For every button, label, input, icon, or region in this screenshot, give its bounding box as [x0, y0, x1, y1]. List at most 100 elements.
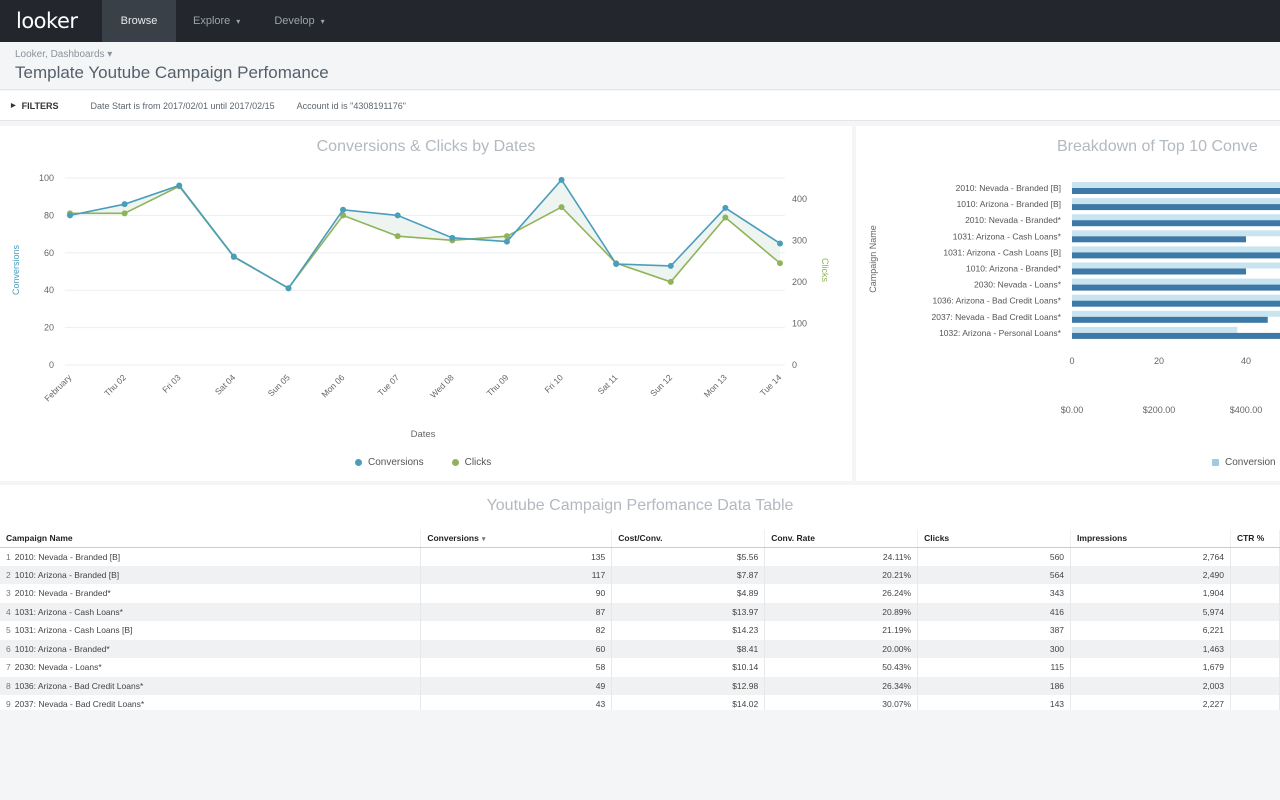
x2-tick-label: $0.00	[1061, 405, 1084, 415]
table-cell: 4 1031: Arizona - Cash Loans*	[0, 602, 422, 621]
conv-rate-cell: 26.24%	[882, 588, 912, 599]
legend-item-clicks[interactable]: Clicks	[451, 457, 491, 468]
table-cell	[1230, 658, 1280, 677]
column-header-label: Conv. Rate	[771, 533, 815, 544]
x-tick-label: Mon 13	[702, 372, 729, 399]
row-number: 5	[6, 625, 11, 636]
table-cell: 1 2010: Nevada - Branded [B]	[0, 547, 422, 566]
table-row[interactable]: 5 1031: Arizona - Cash Loans [B] 82 $14.23 2…	[0, 621, 1280, 640]
column-header-label: CTR %	[1236, 533, 1265, 544]
table-row[interactable]: 8 1036: Arizona - Bad Credit Loans* 49 $12.…	[0, 676, 1280, 695]
y-tick-label: 0	[49, 360, 54, 370]
table-cell: 26.34%	[764, 676, 919, 695]
legend-item-conversion[interactable]: Conversion	[1212, 457, 1276, 468]
table-row[interactable]: 3 2010: Nevada - Branded* 90 $4.89 26.24% 343…	[0, 584, 1280, 603]
x-tick-label: Wed 08	[428, 372, 456, 400]
clicks-cell: 560	[1049, 551, 1065, 562]
cost-per-conv-cell: $7.87	[736, 569, 759, 580]
table-cell: 60	[420, 639, 613, 658]
x-tick-label: Thu 02	[102, 372, 128, 398]
table-cell: 115	[917, 658, 1072, 677]
x-axis-label: Dates	[411, 429, 436, 440]
table-cell: 343	[917, 584, 1072, 603]
legend-item-conversions[interactable]: Conversions	[355, 457, 424, 468]
x-tick-label: Sun 12	[648, 372, 674, 398]
impressions-cell: 1,904	[1202, 588, 1224, 599]
bar-dark	[1072, 252, 1280, 259]
conversions-point	[230, 253, 237, 260]
x-tick-label: Sat 04	[213, 372, 238, 397]
table-cell: 82	[420, 621, 613, 640]
table-cell: 58	[420, 658, 613, 677]
conversions-point	[176, 182, 183, 189]
y-tick-label: 60	[44, 248, 54, 258]
table-row[interactable]: 7 2030: Nevada - Loans* 58 $10.14 50.43% 115 1…	[0, 658, 1280, 677]
impressions-cell: 2,764	[1202, 551, 1224, 562]
cost-per-conv-cell: $10.14	[732, 662, 759, 673]
clicks-point	[394, 233, 401, 240]
bar-dark	[1072, 332, 1280, 339]
row-number: 2	[6, 569, 11, 580]
table-cell: 1,679	[1070, 658, 1231, 677]
category-label: 1010: Arizona - Branded [B]	[957, 199, 1061, 209]
cost-per-conv-cell: $12.98	[732, 680, 759, 691]
x-tick-label: Mon 06	[319, 372, 346, 399]
clicks-cell: 300	[1049, 643, 1065, 654]
table-cell: 20.00%	[764, 639, 919, 658]
column-header-ctr[interactable]: CTR %	[1230, 530, 1280, 548]
nav-explore[interactable]: Explore ▾	[176, 0, 257, 42]
table-row[interactable]: 2 1010: Arizona - Branded [B] 117 $7.87 20.2…	[0, 565, 1280, 584]
sort-desc-icon[interactable]: ▾	[481, 536, 486, 544]
row-number: 6	[6, 643, 11, 654]
table-row[interactable]: 6 1010: Arizona - Branded* 60 $8.41 20.00% 30…	[0, 639, 1280, 658]
conversions-point	[667, 262, 674, 269]
legend-dot-icon	[451, 459, 459, 466]
category-label: 2037: Nevada - Bad Credit Loans*	[932, 312, 1062, 322]
looker-logo[interactable]: looker	[16, 9, 78, 33]
table-cell: 20.21%	[764, 565, 919, 584]
table-cell: 90	[420, 584, 613, 603]
conv-rate-cell: 30.07%	[882, 699, 912, 710]
nav-develop[interactable]: Develop ▾	[257, 0, 341, 42]
column-header-cost-per-conv[interactable]: Cost/Conv.	[611, 530, 766, 548]
nav-browse[interactable]: Browse	[102, 0, 176, 42]
impressions-cell: 6,221	[1202, 625, 1224, 636]
filters-label: FILTERS	[21, 100, 59, 111]
table-cell: 117	[420, 565, 613, 584]
table-cell	[1230, 639, 1280, 658]
category-label: 1036: Arizona - Bad Credit Loans*	[932, 296, 1061, 306]
conv-rate-cell: 20.00%	[882, 643, 912, 654]
legend-label: Conversion	[1225, 457, 1276, 468]
column-header-conv-rate[interactable]: Conv. Rate	[764, 530, 919, 548]
table-cell: 21.19%	[764, 621, 919, 640]
bar-light	[1072, 262, 1280, 269]
filters-toggle-button[interactable]: ▶ FILTERS	[11, 101, 58, 111]
data-table-tile: Youtube Campaign Perfomance Data Table C…	[0, 485, 1280, 710]
column-header-conversions[interactable]: Conversions ▾	[420, 530, 613, 548]
bar-dark	[1072, 268, 1246, 275]
row-number: 1	[6, 551, 11, 562]
category-label: 2010: Nevada - Branded*	[965, 215, 1062, 225]
column-header-impressions[interactable]: Impressions	[1070, 530, 1231, 548]
y2-tick-label: 100	[792, 318, 807, 328]
x-tick-label: Sun 05	[266, 372, 292, 398]
impressions-cell: 2,003	[1202, 680, 1224, 691]
table-row[interactable]: 9 2037: Nevada - Bad Credit Loans* 43 $14.0…	[0, 695, 1280, 710]
table-cell: $14.23	[611, 621, 766, 640]
table-cell	[1230, 695, 1280, 710]
filter-account-summary[interactable]: Account id is "4308191176"	[296, 100, 406, 111]
filter-date-summary[interactable]: Date Start is from 2017/02/01 until 2017…	[90, 100, 275, 111]
conversions-cell: 43	[595, 699, 606, 710]
column-header-clicks[interactable]: Clicks	[917, 530, 1072, 548]
conversions-point	[340, 206, 347, 213]
table-cell: 416	[917, 602, 1072, 621]
x-tick-label: Tue 14	[758, 372, 784, 398]
table-cell: $8.41	[611, 639, 766, 658]
cost-per-conv-cell: $13.97	[732, 606, 759, 617]
column-header-campaign-name[interactable]: Campaign Name	[0, 530, 422, 548]
table-row[interactable]: 1 2010: Nevada - Branded [B] 135 $5.56 24.11…	[0, 547, 1280, 566]
breadcrumb[interactable]: Looker, Dashboards ▾	[15, 49, 113, 60]
y-tick-label: 80	[44, 210, 54, 220]
campaign-name-cell: 2030: Nevada - Loans*	[14, 662, 102, 673]
table-row[interactable]: 4 1031: Arizona - Cash Loans* 87 $13.97 20.8…	[0, 602, 1280, 621]
